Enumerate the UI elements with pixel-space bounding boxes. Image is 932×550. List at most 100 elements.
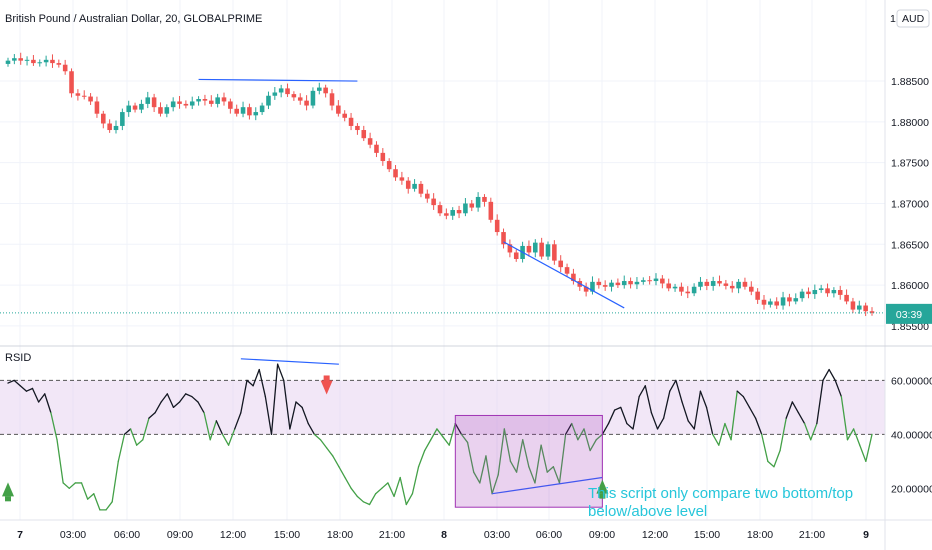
rsi-segment-135 <box>828 368 836 382</box>
rsi-segment-33 <box>203 412 211 441</box>
rsi-segment-55 <box>338 466 346 479</box>
rsi-segment-101 <box>620 406 628 425</box>
rsi-segment-56 <box>344 476 352 489</box>
rsi-segment-61 <box>375 487 383 495</box>
rsi-segment-113 <box>693 390 702 430</box>
rsi-segment-141 <box>865 433 873 462</box>
candle-body-101 <box>647 280 652 282</box>
candle-body-46 <box>297 97 303 101</box>
rsi-segment-120 <box>736 390 744 398</box>
currency-badge-box <box>896 9 930 28</box>
rsi-segment-37 <box>227 428 236 446</box>
candle-body-86 <box>552 244 557 261</box>
rsi-segment-4 <box>25 387 34 392</box>
candle-body-63 <box>405 180 411 189</box>
rsi-segment-32 <box>197 401 205 414</box>
candle-body-11 <box>75 93 81 96</box>
candle-body-88 <box>564 267 570 274</box>
candle-body-82 <box>526 245 532 253</box>
rsi-segment-121 <box>742 395 751 409</box>
rsi-segment-52 <box>319 439 328 449</box>
rsi-segment-76 <box>466 441 475 473</box>
rsi-segment-125 <box>767 460 775 468</box>
candle-body-135 <box>863 305 868 312</box>
rsi-highlight-box[interactable] <box>454 414 603 508</box>
rsi-segment-35 <box>215 420 224 435</box>
candle-body-75 <box>482 196 487 202</box>
price-tick-2: 1.87500 <box>891 158 929 170</box>
candle-body-84 <box>539 242 544 257</box>
rsi-segment-123 <box>754 417 763 435</box>
rsi-segment-136 <box>834 379 843 398</box>
candle-body-105 <box>672 286 678 289</box>
rsi-segment-115 <box>705 406 714 435</box>
candle-body-118 <box>755 291 760 300</box>
candle-body-70 <box>450 210 455 216</box>
rsi-segment-2 <box>13 379 21 387</box>
current-price-tag-box <box>886 303 932 324</box>
rsi-segment-110 <box>675 379 683 403</box>
rsi-band-layer <box>0 379 885 435</box>
time-tick-7: 21:00 <box>379 529 405 541</box>
currency-badge[interactable]: 1. AUD <box>890 9 930 28</box>
candle-body-111 <box>710 281 716 286</box>
chart-title: British Pound / Australian Dollar, 20, G… <box>5 13 262 25</box>
rsi-segment-94 <box>577 428 585 441</box>
rsi-segment-95 <box>583 428 591 452</box>
time-ticks: 7 03:00 06:00 09:00 12:00 15:00 18:00 21:00 8 03:… <box>17 529 869 541</box>
candle-body-27 <box>177 101 182 104</box>
price-trendline-1[interactable] <box>503 241 625 309</box>
rsi-segment-102 <box>626 422 634 430</box>
rsi-segment-53 <box>325 447 334 457</box>
rsi-segment-132 <box>810 422 818 441</box>
time-tick-13: 15:00 <box>694 529 720 541</box>
candle-body-107 <box>685 291 691 294</box>
candle-body-9 <box>62 64 68 72</box>
rsi-segment-46 <box>283 379 291 430</box>
rsi-segment-5 <box>31 387 40 403</box>
rsi-segment-71 <box>436 428 444 438</box>
candle-body-77 <box>494 219 500 233</box>
candle-body-48 <box>310 90 316 106</box>
candle-body-43 <box>278 88 284 93</box>
rsi-segment-58 <box>356 495 365 503</box>
rsi-tick-2: 20.00000 <box>891 483 932 495</box>
candle-body-125 <box>799 291 805 299</box>
candle-body-97 <box>621 281 627 286</box>
candle-body-68 <box>437 205 443 214</box>
candle-body-69 <box>444 213 449 216</box>
candle-body-6 <box>43 59 49 63</box>
candle-body-21 <box>139 103 144 110</box>
price-trendline-0[interactable] <box>198 78 358 82</box>
time-tick-2: 06:00 <box>114 529 140 541</box>
rsi-segment-129 <box>791 401 800 414</box>
candle-body-15 <box>101 113 106 124</box>
candle-body-133 <box>850 301 856 310</box>
rsi-segment-50 <box>307 422 316 435</box>
candle-body-42 <box>272 92 278 96</box>
rsi-segment-83 <box>509 460 518 473</box>
rsi-segment-11 <box>68 482 77 489</box>
candle-body-61 <box>393 169 398 178</box>
rsi-trendline-1[interactable] <box>491 476 603 495</box>
candle-body-78 <box>501 232 506 245</box>
currency-prefix: 1. <box>890 13 899 25</box>
rsi-segment-116 <box>712 433 720 446</box>
candle-body-119 <box>761 299 767 305</box>
candle-body-26 <box>170 101 176 108</box>
rsi-segment-34 <box>209 420 217 441</box>
candle-body-73 <box>469 203 475 208</box>
rsi-segment-42 <box>258 368 267 398</box>
price-tick-3: 1.87000 <box>891 198 929 210</box>
rsi-segment-23 <box>142 417 150 441</box>
rsi-segment-9 <box>56 439 64 484</box>
candle-body-72 <box>463 203 468 214</box>
candle-body-31 <box>202 99 208 101</box>
candle-body-28 <box>183 103 189 106</box>
rsi-trendline-0[interactable] <box>240 358 339 365</box>
currency-label: AUD <box>902 13 925 25</box>
candle-body-54 <box>348 117 354 126</box>
